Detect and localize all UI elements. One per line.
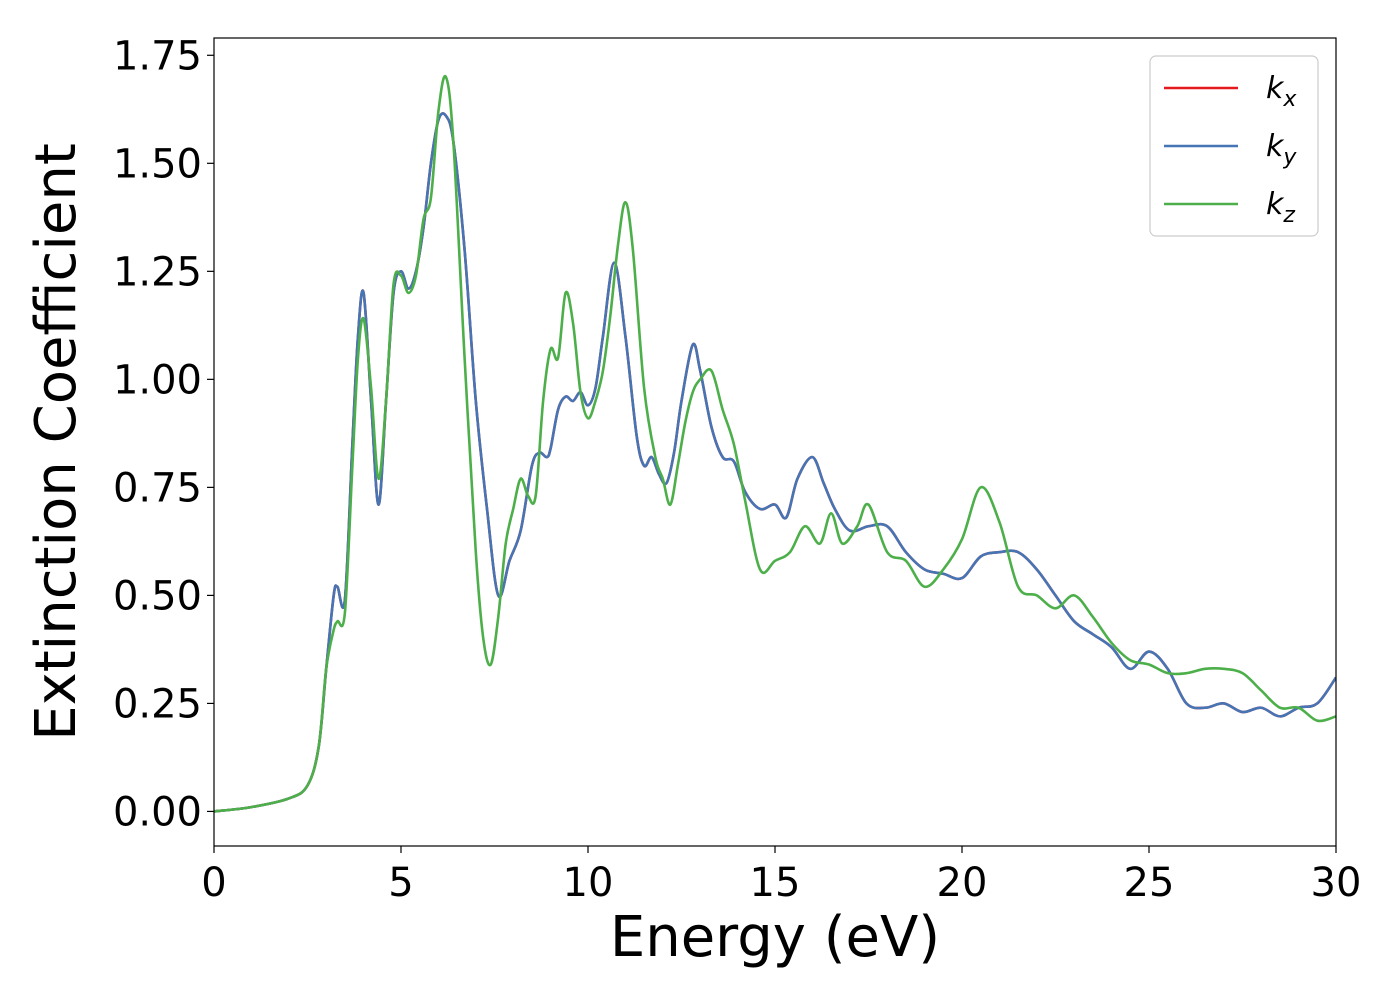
legend-label-kz: kz [1266, 187, 1295, 228]
x-tick-label: 20 [937, 860, 988, 906]
x-tick-label: 0 [201, 860, 226, 906]
x-axis-title: Energy (eV) [610, 905, 940, 970]
y-tick-label: 0.25 [113, 681, 202, 727]
y-tick-label: 0.75 [113, 465, 202, 511]
x-tick-label: 10 [563, 860, 614, 906]
y-tick-label: 0.50 [113, 573, 202, 619]
y-tick-label: 1.25 [113, 249, 202, 295]
x-tick-label: 25 [1124, 860, 1175, 906]
x-tick-label: 30 [1311, 860, 1362, 906]
legend-label-ky: ky [1266, 129, 1297, 170]
x-axis-ticks: 0 5 10 15 20 25 30 [201, 846, 1361, 906]
legend-label-kx: kx [1266, 71, 1297, 112]
y-tick-label: 1.00 [113, 357, 202, 403]
x-tick-label: 15 [750, 860, 801, 906]
y-tick-label: 1.75 [113, 33, 202, 79]
y-axis-title: Extinction Coefficient [24, 143, 89, 741]
series-line-kz [214, 74, 1336, 813]
legend: kx ky kz [1149, 55, 1319, 237]
y-axis-ticks: 0.00 0.25 0.50 0.75 1.00 1.25 1.50 1.75 [113, 33, 214, 835]
x-tick-label: 5 [388, 860, 413, 906]
series-layer [214, 74, 1336, 813]
y-tick-label: 0.00 [113, 789, 202, 835]
y-tick-label: 1.50 [113, 141, 202, 187]
